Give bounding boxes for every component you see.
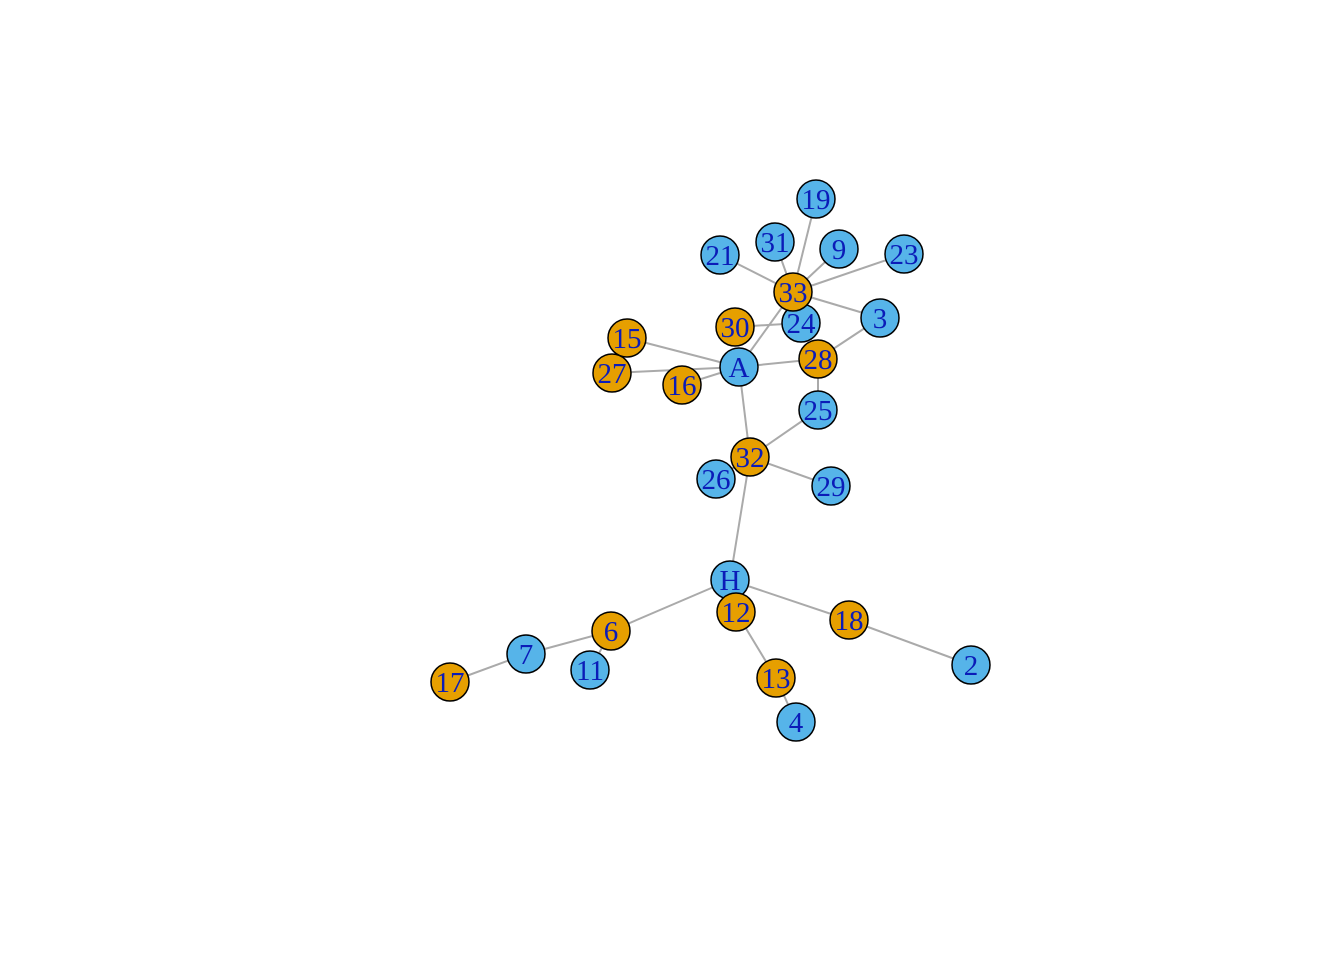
edge-32-H [729, 456, 751, 581]
node-label: 25 [804, 395, 833, 427]
node-label: 9 [832, 234, 847, 266]
node-label: 31 [761, 227, 790, 259]
node-label: 26 [702, 464, 731, 496]
node-circle [700, 235, 740, 275]
node-label: 29 [817, 471, 846, 503]
node-2: 2 [951, 645, 991, 685]
node-circle [430, 662, 470, 702]
node-circle [592, 353, 632, 393]
node-label: 7 [519, 639, 534, 671]
node-label: 19 [802, 184, 831, 216]
node-12: 12 [716, 592, 756, 632]
node-circle [776, 702, 816, 742]
node-circle [798, 339, 838, 379]
node-circle [570, 650, 610, 690]
node-circle [591, 611, 631, 651]
node-label: H [720, 565, 741, 597]
node-circle [506, 634, 546, 674]
node-28: 28 [798, 339, 838, 379]
node-label: 3 [873, 303, 888, 335]
node-circle [884, 234, 924, 274]
node-circle [696, 459, 736, 499]
node-27: 27 [592, 353, 632, 393]
node-13: 13 [756, 658, 796, 698]
node-label: 30 [721, 312, 750, 344]
node-31: 31 [755, 222, 795, 262]
node-label: 24 [787, 308, 817, 340]
node-label: 23 [890, 239, 919, 271]
node-label: 27 [598, 358, 627, 390]
node-18: 18 [829, 600, 869, 640]
node-circle [755, 222, 795, 262]
node-33: 33 [773, 272, 813, 312]
node-A: A [719, 347, 759, 387]
node-label: 18 [835, 605, 864, 637]
node-25: 25 [798, 390, 838, 430]
node-19: 19 [796, 179, 836, 219]
node-17: 17 [430, 662, 470, 702]
node-label: 21 [706, 240, 735, 272]
node-label: 11 [576, 655, 604, 687]
node-label: 32 [736, 442, 765, 474]
node-3: 3 [860, 298, 900, 338]
node-circle [730, 437, 770, 477]
node-circle [715, 307, 755, 347]
node-9: 9 [819, 229, 859, 269]
node-30: 30 [715, 307, 755, 347]
node-label: 15 [613, 323, 642, 355]
node-label: 28 [804, 344, 833, 376]
node-circle [662, 365, 702, 405]
edge-H-18 [729, 579, 850, 621]
node-4: 4 [776, 702, 816, 742]
node-circle [773, 272, 813, 312]
node-label: A [729, 352, 750, 384]
node-circle [811, 466, 851, 506]
node-circle [819, 229, 859, 269]
node-circle [607, 318, 647, 358]
node-circle [719, 347, 759, 387]
node-label: 2 [964, 650, 979, 682]
node-circle [716, 592, 756, 632]
node-15: 15 [607, 318, 647, 358]
node-32: 32 [730, 437, 770, 477]
node-circle [860, 298, 900, 338]
node-label: 33 [779, 277, 808, 309]
node-16: 16 [662, 365, 702, 405]
node-label: 4 [789, 707, 804, 739]
node-label: 6 [604, 616, 619, 648]
node-29: 29 [811, 466, 851, 506]
node-26: 26 [696, 459, 736, 499]
node-label: 16 [668, 370, 697, 402]
edge-H-6 [610, 579, 731, 632]
node-circle [756, 658, 796, 698]
node-23: 23 [884, 234, 924, 274]
node-7: 7 [506, 634, 546, 674]
node-label: 17 [436, 667, 465, 699]
node-circle [798, 390, 838, 430]
edge-18-2 [848, 619, 972, 666]
node-circle [951, 645, 991, 685]
node-label: 13 [762, 663, 791, 695]
node-24: 24 [781, 303, 821, 343]
node-label: 12 [722, 597, 751, 629]
node-circle [796, 179, 836, 219]
node-21: 21 [700, 235, 740, 275]
node-circle [829, 600, 869, 640]
node-6: 6 [591, 611, 631, 651]
node-11: 11 [570, 650, 610, 690]
